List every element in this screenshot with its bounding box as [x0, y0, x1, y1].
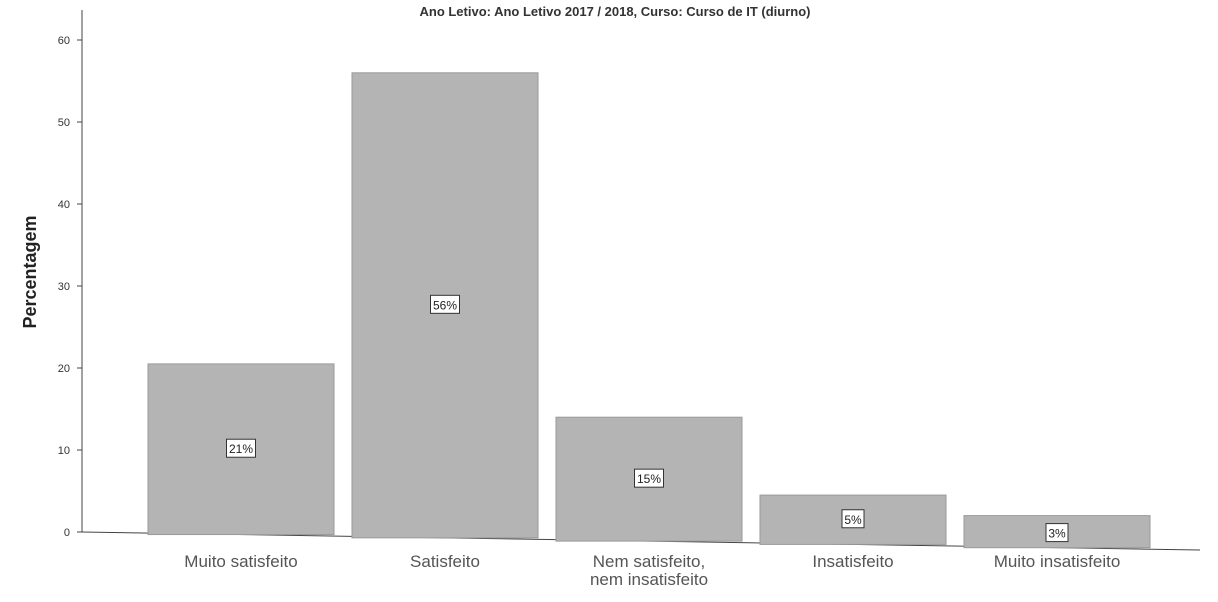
x-tick-label-line: nem insatisfeito: [590, 570, 708, 589]
x-tick-label: Muito insatisfeito: [994, 552, 1121, 571]
y-tick-label: 10: [58, 445, 70, 457]
data-label-box: [226, 438, 256, 458]
x-tick-label: Insatisfeito: [812, 552, 893, 571]
data-label-box: [634, 468, 664, 488]
x-tick-label: Muito satisfeito: [184, 552, 297, 571]
y-axis-ticks: 0 10 20 30 40 50 60: [58, 35, 82, 539]
data-label-box: [841, 509, 865, 529]
x-tick-label-line: Insatisfeito: [812, 552, 893, 571]
data-label: 21%: [226, 438, 256, 458]
data-labels: 21% 56% 15% 5% 3%: [226, 294, 1069, 543]
y-tick-label: 60: [58, 35, 70, 47]
data-label-box: [1045, 523, 1069, 543]
bar: [147, 363, 335, 536]
y-tick-label: 30: [58, 281, 70, 293]
data-label-text: 5%: [844, 513, 862, 527]
data-label-text: 56%: [433, 298, 457, 312]
data-label-text: 21%: [229, 442, 253, 456]
x-tick-label: Satisfeito: [410, 552, 480, 571]
bar: [963, 515, 1151, 549]
x-tick-label: Nem satisfeito,nem insatisfeito: [590, 552, 708, 589]
data-label-text: 3%: [1048, 527, 1066, 541]
y-axis-label: Percentagem: [20, 215, 40, 328]
y-tick-label: 0: [64, 527, 70, 539]
x-tick-label-line: Satisfeito: [410, 552, 480, 571]
data-label: 5%: [841, 509, 865, 529]
x-tick-label-line: Muito insatisfeito: [994, 552, 1121, 571]
y-tick-label: 50: [58, 117, 70, 129]
x-tick-label-line: Nem satisfeito,: [593, 552, 705, 571]
x-axis-ticks: Muito satisfeito Satisfeito Nem satisfeito…: [184, 552, 1120, 589]
x-tick-label-line: Muito satisfeito: [184, 552, 297, 571]
data-label: 56%: [430, 294, 460, 314]
y-tick-label: 20: [58, 363, 70, 375]
y-tick-label: 40: [58, 199, 70, 211]
data-label-box: [430, 294, 460, 314]
data-label: 3%: [1045, 523, 1069, 543]
data-label-text: 15%: [637, 472, 661, 486]
data-label: 15%: [634, 468, 664, 488]
chart-title: Ano Letivo: Ano Letivo 2017 / 2018, Curs…: [419, 4, 810, 19]
